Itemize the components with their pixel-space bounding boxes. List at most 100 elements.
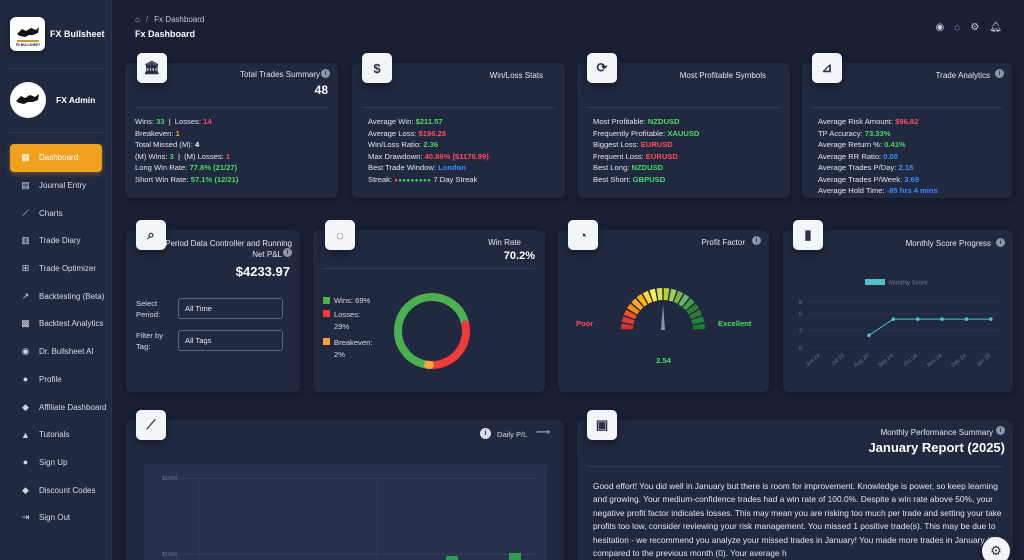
period-select[interactable]: All Time — [178, 298, 283, 319]
sidebar-item-label: Tutorials — [39, 430, 70, 440]
gauge-segment — [631, 298, 644, 311]
sidebar-item-label: Backtesting (Beta) — [39, 291, 105, 301]
profit-factor-gauge — [621, 288, 705, 330]
sidebar-item-label: Trade Optimizer — [39, 264, 97, 274]
info-icon[interactable]: i — [752, 236, 761, 245]
card-title: Total Trades Summary — [239, 70, 320, 79]
sidebar-item-profile[interactable]: ● Profile — [10, 366, 102, 394]
sidebar-item-backtesting[interactable]: ↗ Backtesting (Beta) — [10, 282, 105, 310]
sidebar-item-backtest-analytics[interactable]: ▩ Backtest Analytics — [10, 310, 103, 338]
gauge-segment — [673, 290, 684, 304]
analytics-chart-icon: ⊿ — [812, 53, 842, 83]
card-title: Most Profitable Symbols — [679, 71, 766, 80]
daily-bar — [509, 553, 521, 560]
gauge-segment — [663, 288, 670, 301]
gear-icon[interactable]: ⚙ — [970, 22, 980, 33]
account-icon[interactable]: ◉ — [935, 22, 945, 33]
trend-icon: ⟋ — [136, 410, 166, 440]
affiliate-icon: ◆ — [22, 401, 29, 412]
analytics-icon: ▩ — [21, 318, 30, 329]
sidebar-item-sign-out[interactable]: ⇥ Sign Out — [10, 504, 102, 532]
data-point[interactable] — [915, 317, 920, 321]
report-text: Good effort! You did well in January but… — [593, 481, 1002, 559]
frequent-loss: EURUSD — [645, 151, 678, 161]
card-title: Monthly Score Progress — [905, 239, 991, 248]
gauge-segment — [649, 288, 658, 302]
search-chart-icon: ⌕ — [136, 220, 166, 250]
tag-select[interactable]: All Tags — [178, 330, 283, 351]
line-chart-icon[interactable]: ⟿ — [536, 427, 551, 438]
brand[interactable]: FX BULLSHEET FX Bullsheet — [10, 10, 110, 58]
gauge-segment — [621, 323, 634, 330]
win-loss-card: $ Win/Loss Stats Average Win: $211.57 Av… — [352, 53, 565, 198]
sidebar-item-label: Trade Diary — [39, 236, 81, 246]
sidebar-item-dr-bullsheet-ai[interactable]: ◉ Dr. Bullsheet AI — [10, 338, 102, 366]
sidebar-item-dashboard[interactable]: ▦ Dashboard — [10, 144, 102, 172]
gauge-segment — [692, 323, 705, 330]
gauge-segment — [689, 309, 703, 320]
win-rate-value: 70.2% — [503, 250, 535, 262]
win-rate-card: ◌ Win Rate 70.2% Wins: 69% Losses: 29% Br… — [313, 220, 545, 392]
win-rate-legend: Wins: 69% Losses: 29% Breakeven: 2% — [323, 296, 372, 365]
legend-breakeven: Breakeven: 2% — [323, 337, 372, 361]
journal-icon: ▤ — [21, 180, 30, 191]
sidebar-item-trade-optimizer[interactable]: ⊞ Trade Optimizer — [10, 255, 102, 283]
data-point[interactable] — [940, 317, 944, 321]
user-profile[interactable]: FX Admin — [10, 80, 110, 120]
data-point[interactable] — [964, 317, 969, 321]
breadcrumb: ⌂ / Fx Dashboard — [135, 15, 205, 24]
data-point[interactable] — [891, 317, 896, 321]
total-trades-value: 48 — [314, 83, 328, 97]
info-icon[interactable]: i — [996, 426, 1005, 435]
calendar-icon: ▣ — [587, 410, 617, 440]
sidebar-item-label: Discount Codes — [39, 485, 96, 495]
monthly-report-card: ▣ Monthly Performance Summary i January … — [577, 410, 1013, 560]
gauge-segment — [678, 294, 690, 307]
signout-icon: ⇥ — [21, 512, 30, 523]
max-drawdown: 40.86% ($1176.99) — [424, 151, 489, 161]
sidebar-item-label: Sign Out — [39, 513, 71, 523]
sidebar-item-charts[interactable]: ⟋ Charts — [10, 199, 102, 227]
card-title: Monthly Performance Summary — [880, 428, 993, 437]
user-name: FX Admin — [56, 95, 96, 105]
data-point[interactable] — [989, 317, 993, 321]
donut-slice-wins[interactable] — [394, 293, 469, 369]
info-icon[interactable]: i — [321, 69, 330, 78]
bell-icon[interactable]: 🔔︎ — [989, 22, 1002, 33]
progress-ring-icon: ◌ — [325, 220, 355, 250]
win-rate-donut — [394, 293, 470, 369]
win-loss-ratio: 2.36 — [423, 140, 439, 149]
home-icon[interactable]: ⌂ — [135, 15, 140, 24]
sidebar-item-tutorials[interactable]: ▲ Tutorials — [10, 421, 102, 449]
average-rr: 0.00 — [883, 151, 899, 161]
info-icon[interactable]: i — [480, 428, 491, 439]
profitable-symbols-card: ⟳ Most Profitable Symbols Most Profitabl… — [577, 53, 790, 198]
breakeven-value: 1 — [175, 128, 180, 138]
sidebar-item-affiliate-dashboard[interactable]: ◆ Affiliate Dashboard — [10, 393, 106, 421]
donut-slice-losses[interactable] — [428, 320, 470, 369]
info-icon[interactable]: i — [996, 238, 1005, 247]
sidebar-nav: ▦ Dashboard ▤ Journal Entry ⟋ Charts ▥ Trade… — [10, 144, 106, 532]
info-icon[interactable]: i — [283, 248, 292, 257]
streak-dots: ●●●●●●●●● — [394, 177, 432, 184]
net-pnl-value: $4233.97 — [235, 264, 290, 279]
data-point[interactable] — [867, 333, 871, 338]
home-icon[interactable]: ⌂ — [954, 22, 961, 33]
legend-losses: Losses: 29% — [323, 309, 372, 333]
sidebar-item-discount-codes[interactable]: ◆ Discount Codes — [10, 476, 102, 504]
info-icon[interactable]: i — [995, 69, 1004, 78]
sidebar-item-journal-entry[interactable]: ▤ Journal Entry — [10, 172, 102, 200]
gauge-poor-label: Poor — [576, 319, 594, 328]
sidebar-item-sign-up[interactable]: ● Sign Up — [10, 449, 102, 477]
svg-text:FX BULLSHEET: FX BULLSHEET — [15, 43, 39, 47]
analytics-stats: Average Risk Amount: $96.82 TP Accuracy:… — [818, 117, 938, 195]
x-tick-label: Aug 24 — [853, 353, 870, 369]
sidebar-item-trade-diary[interactable]: ▥ Trade Diary — [10, 227, 102, 255]
tutorials-icon: ▲ — [21, 429, 30, 440]
daily-bar — [446, 556, 458, 560]
gauge-excellent-label: Excellent — [718, 319, 752, 328]
x-tick-label: Oct 24 — [903, 353, 919, 368]
brand-logo: FX BULLSHEET — [10, 17, 45, 51]
settings-gear-icon[interactable]: ⚙ — [982, 537, 1010, 560]
losses-value: 14 — [203, 117, 212, 126]
